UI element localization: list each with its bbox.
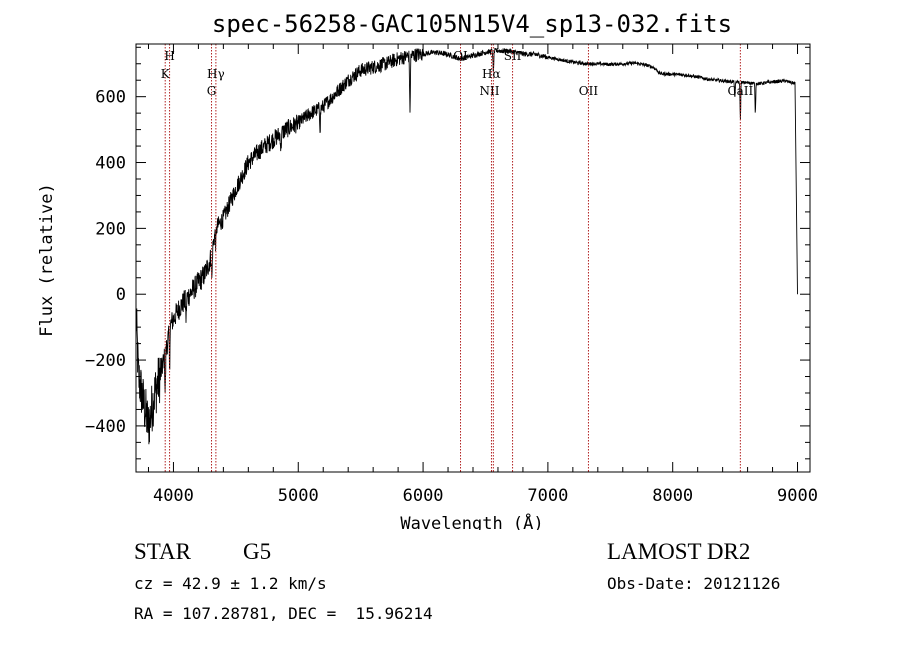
line-label-sii: SII (504, 49, 522, 63)
line-label-oii: OII (579, 84, 599, 98)
plot-area (136, 47, 798, 445)
x-tick-label: 4000 (153, 486, 194, 506)
object-subclass: G5 (243, 539, 272, 564)
x-tick-label: 5000 (278, 486, 319, 506)
x-tick-label: 8000 (652, 486, 693, 506)
y-tick-label: 400 (95, 154, 126, 174)
line-label-oi: OI (453, 49, 468, 63)
line-label-h: H (164, 49, 174, 63)
x-tick-label: 7000 (527, 486, 568, 506)
line-label-hgamma: Hγ (207, 67, 225, 81)
redshift-text: cz = 42.9 ± 1.2 km/s (134, 574, 327, 593)
line-label-k: K (161, 67, 171, 81)
x-tick-label: 6000 (403, 486, 444, 506)
chart-title: spec-56258-GAC105N15V4_sp13-032.fits (212, 10, 732, 38)
line-label-nii: NII (479, 84, 499, 98)
y-tick-label: −400 (85, 417, 126, 437)
y-axis-label: Flux (relative) (37, 183, 57, 337)
line-label-caii: CaII (727, 84, 753, 98)
survey-name: LAMOST DR2 (607, 539, 751, 564)
line-label-halpha: Hα (482, 67, 501, 81)
y-tick-label: −200 (85, 351, 126, 371)
axes: 4000 5000 6000 7000 8000 9000 −400 −200 0 200 400 6… (85, 43, 818, 506)
spectrum-series (136, 47, 798, 445)
x-axis-label: Wavelength (Å) (400, 512, 543, 530)
coordinates: RA = 107.28781, DEC = 15.96214 (134, 604, 433, 623)
y-tick-label: 0 (116, 285, 126, 305)
x-tick-label: 9000 (777, 486, 818, 506)
object-class: STAR (134, 539, 191, 564)
y-tick-label: 200 (95, 219, 126, 239)
line-label-g: G (207, 84, 217, 98)
spectrum-chart: spec-56258-GAC105N15V4_sp13-032.fits KH G… (37, 10, 818, 530)
plot-frame (135, 43, 811, 473)
obs-date: Obs-Date: 20121126 (607, 574, 781, 593)
y-tick-label: 600 (95, 88, 126, 108)
